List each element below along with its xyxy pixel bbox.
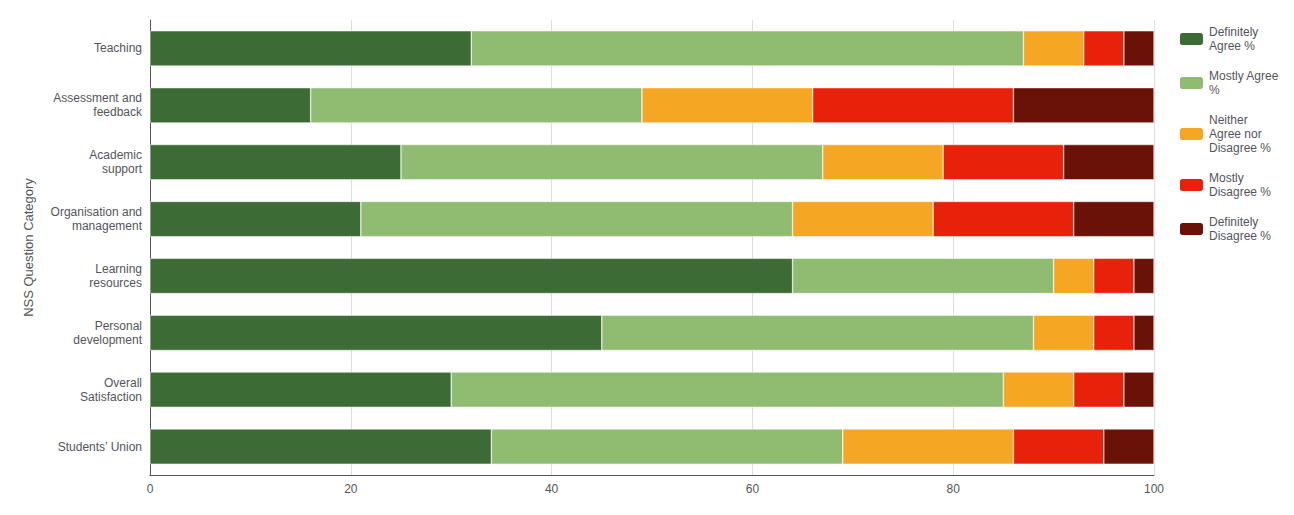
svg-text:NSS Question Category: NSS Question Category [21,178,36,317]
svg-text:Agree %: Agree % [1209,39,1255,53]
svg-text:Satisfaction: Satisfaction [80,390,142,404]
svg-text:40: 40 [545,482,559,496]
svg-text:feedback: feedback [93,105,143,119]
svg-text:Teaching: Teaching [94,41,142,55]
svg-text:development: development [73,333,142,347]
svg-text:Definitely: Definitely [1209,25,1258,39]
svg-text:Personal: Personal [95,319,142,333]
svg-text:Mostly Agree: Mostly Agree [1209,69,1279,83]
svg-text:Academic: Academic [89,148,142,162]
svg-text:Definitely: Definitely [1209,215,1258,229]
svg-text:Agree nor: Agree nor [1209,127,1262,141]
svg-text:Organisation and: Organisation and [51,205,142,219]
svg-text:Overall: Overall [104,376,142,390]
svg-text:80: 80 [947,482,961,496]
svg-text:0: 0 [147,482,154,496]
svg-text:management: management [72,219,143,233]
svg-text:Disagree %: Disagree % [1209,185,1271,199]
svg-text:%: % [1209,83,1220,97]
svg-text:Disagree %: Disagree % [1209,141,1271,155]
svg-text:20: 20 [344,482,358,496]
svg-text:Learning: Learning [95,262,142,276]
svg-text:support: support [102,162,143,176]
svg-text:Disagree %: Disagree % [1209,229,1271,243]
svg-text:Students’ Union: Students’ Union [58,440,142,454]
svg-text:Assessment and: Assessment and [53,91,142,105]
svg-text:100: 100 [1144,482,1164,496]
svg-text:60: 60 [746,482,760,496]
svg-text:resources: resources [89,276,142,290]
svg-text:Mostly: Mostly [1209,171,1244,185]
svg-text:Neither: Neither [1209,113,1248,127]
